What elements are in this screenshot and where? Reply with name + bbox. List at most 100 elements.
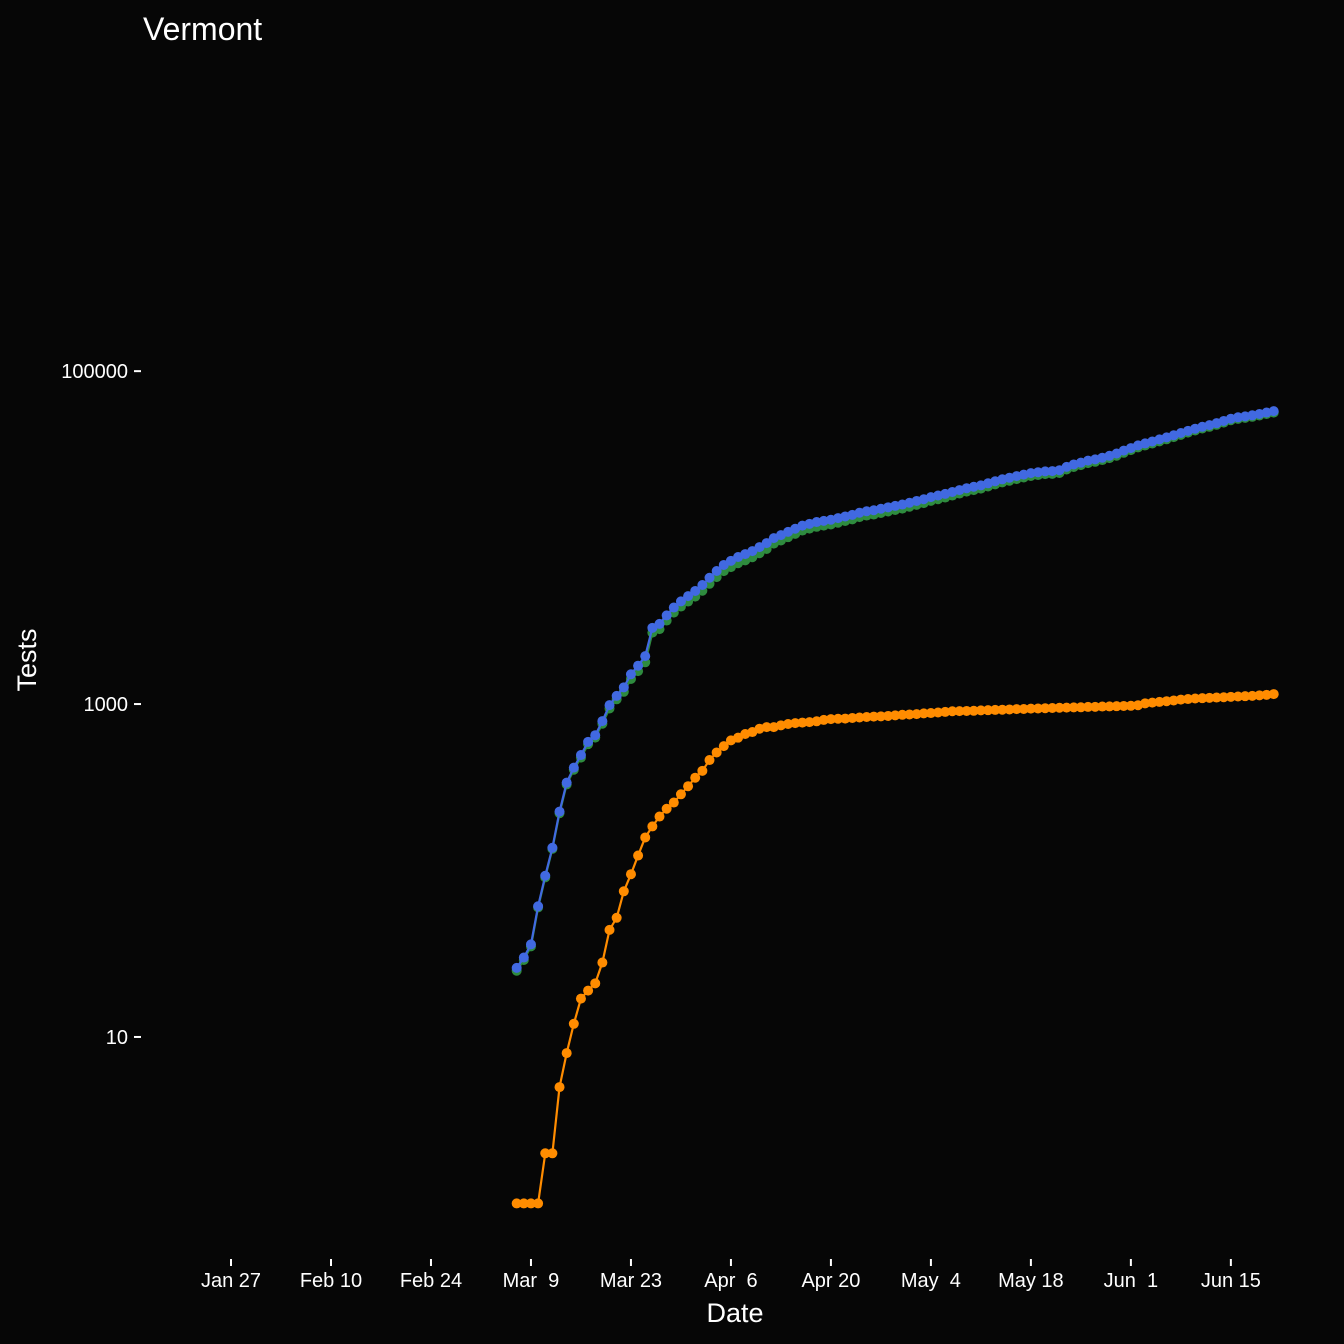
data-point bbox=[583, 736, 594, 747]
data-point bbox=[1211, 692, 1222, 703]
data-point bbox=[1225, 691, 1236, 702]
data-point bbox=[833, 713, 844, 724]
data-point bbox=[883, 710, 894, 721]
data-point bbox=[968, 705, 979, 716]
data-point bbox=[668, 602, 679, 613]
data-point bbox=[590, 978, 601, 989]
data-point bbox=[975, 705, 986, 716]
data-point bbox=[840, 713, 851, 724]
data-point bbox=[990, 704, 1001, 715]
x-tick-label: Mar 9 bbox=[503, 1270, 560, 1292]
data-point bbox=[983, 705, 994, 716]
data-point bbox=[861, 712, 872, 723]
data-point bbox=[633, 660, 644, 671]
x-axis-title: Date bbox=[706, 1298, 763, 1328]
data-point bbox=[575, 993, 586, 1004]
data-point bbox=[640, 832, 651, 843]
data-point bbox=[925, 708, 936, 719]
data-point bbox=[547, 1148, 558, 1159]
data-point bbox=[904, 709, 915, 720]
data-point bbox=[675, 596, 686, 607]
data-point bbox=[618, 682, 629, 693]
data-point bbox=[554, 806, 565, 817]
data-point bbox=[518, 1198, 529, 1209]
data-point bbox=[1011, 704, 1022, 715]
y-tick-label: 1000 bbox=[84, 694, 129, 716]
data-point bbox=[647, 821, 658, 832]
data-point bbox=[661, 803, 672, 814]
data-point bbox=[625, 669, 636, 680]
data-point bbox=[1254, 690, 1265, 701]
data-point bbox=[711, 747, 722, 758]
data-point bbox=[604, 924, 615, 935]
data-point bbox=[568, 762, 579, 773]
data-point bbox=[1204, 692, 1215, 703]
data-point bbox=[718, 741, 729, 752]
x-tick-label: May 4 bbox=[901, 1270, 961, 1292]
data-point bbox=[690, 585, 701, 596]
data-point bbox=[1118, 700, 1129, 711]
data-point bbox=[1233, 691, 1244, 702]
data-point bbox=[654, 811, 665, 822]
data-point bbox=[683, 591, 694, 602]
data-point bbox=[1240, 691, 1251, 702]
data-point bbox=[790, 718, 801, 729]
data-point bbox=[890, 710, 901, 721]
data-point bbox=[1033, 703, 1044, 714]
data-point bbox=[511, 1198, 522, 1209]
x-tick-label: Jun 15 bbox=[1201, 1270, 1261, 1292]
data-point bbox=[797, 717, 808, 728]
x-tick-label: Mar 23 bbox=[600, 1270, 662, 1292]
data-point bbox=[1175, 694, 1186, 705]
data-point bbox=[854, 712, 865, 723]
x-tick-label: Apr 20 bbox=[801, 1270, 860, 1292]
data-point bbox=[961, 705, 972, 716]
data-point bbox=[947, 706, 958, 717]
chart-title: Vermont bbox=[143, 11, 262, 47]
data-point bbox=[518, 952, 529, 963]
data-point bbox=[704, 572, 715, 583]
x-tick-label: Jun 1 bbox=[1104, 1270, 1158, 1292]
data-point bbox=[575, 750, 586, 761]
data-point bbox=[668, 797, 679, 808]
data-point bbox=[897, 709, 908, 720]
data-point bbox=[533, 901, 544, 912]
data-point bbox=[561, 1048, 572, 1059]
data-point bbox=[611, 690, 622, 701]
x-tick-label: Apr 6 bbox=[704, 1270, 757, 1292]
data-point bbox=[933, 707, 944, 718]
data-point bbox=[1040, 466, 1051, 477]
data-point bbox=[547, 842, 558, 853]
data-point bbox=[1183, 694, 1194, 705]
data-point bbox=[561, 777, 572, 788]
data-point bbox=[640, 651, 651, 662]
data-point bbox=[997, 704, 1008, 715]
y-tick-label: 100000 bbox=[61, 361, 128, 383]
data-point bbox=[525, 939, 536, 950]
data-point bbox=[683, 781, 694, 792]
data-point bbox=[1054, 702, 1065, 713]
data-point bbox=[1125, 700, 1136, 711]
data-point bbox=[918, 708, 929, 719]
data-point bbox=[1197, 693, 1208, 704]
data-point bbox=[675, 789, 686, 800]
data-point bbox=[554, 1082, 565, 1093]
data-point bbox=[1097, 701, 1108, 712]
data-point bbox=[533, 1198, 544, 1209]
data-point bbox=[868, 711, 879, 722]
data-point bbox=[597, 957, 608, 968]
data-point bbox=[611, 912, 622, 923]
data-point bbox=[1090, 701, 1101, 712]
data-point bbox=[704, 755, 715, 766]
data-point bbox=[540, 870, 551, 881]
data-point bbox=[1268, 406, 1279, 417]
data-point bbox=[1061, 702, 1072, 713]
data-point bbox=[1111, 701, 1122, 712]
data-point bbox=[690, 772, 701, 783]
data-point bbox=[761, 722, 772, 733]
data-point bbox=[661, 610, 672, 621]
y-tick-label: 10 bbox=[106, 1027, 128, 1049]
data-point bbox=[1190, 693, 1201, 704]
data-point bbox=[711, 565, 722, 576]
